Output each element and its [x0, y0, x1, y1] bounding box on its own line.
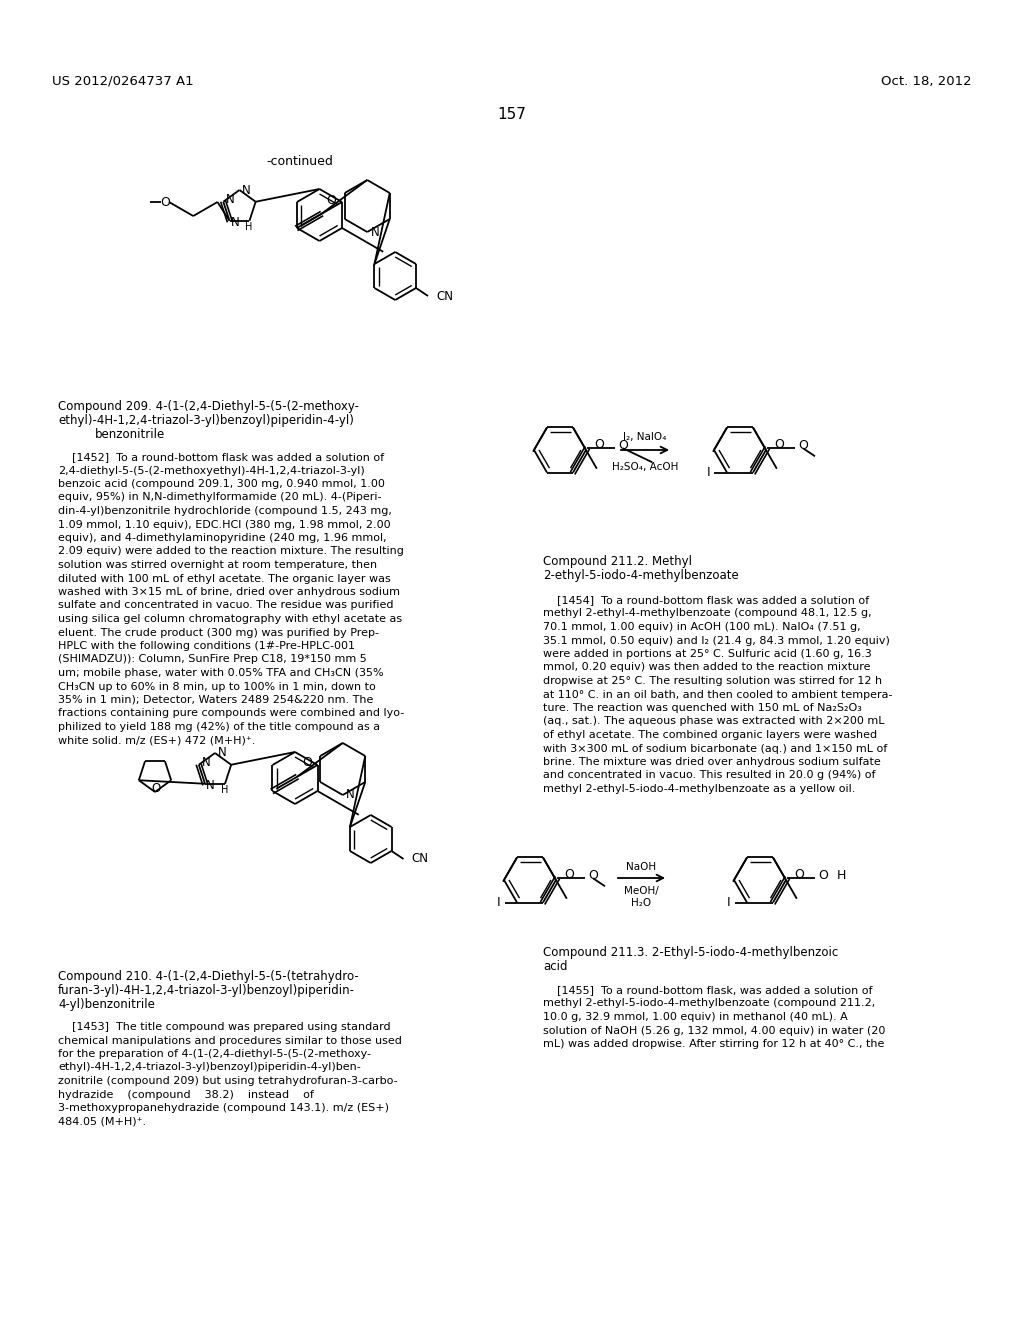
Text: 70.1 mmol, 1.00 equiv) in AcOH (100 mL). NaIO₄ (7.51 g,: 70.1 mmol, 1.00 equiv) in AcOH (100 mL).…	[543, 622, 860, 632]
Text: were added in portions at 25° C. Sulfuric acid (1.60 g, 16.3: were added in portions at 25° C. Sulfuri…	[543, 649, 871, 659]
Text: CN: CN	[412, 853, 428, 866]
Text: washed with 3×15 mL of brine, dried over anhydrous sodium: washed with 3×15 mL of brine, dried over…	[58, 587, 400, 597]
Text: N: N	[371, 226, 380, 239]
Text: NaOH: NaOH	[627, 862, 656, 873]
Text: chemical manipulations and procedures similar to those used: chemical manipulations and procedures si…	[58, 1035, 401, 1045]
Text: O: O	[588, 869, 598, 882]
Text: 35% in 1 min); Detector, Waters 2489 254&220 nm. The: 35% in 1 min); Detector, Waters 2489 254…	[58, 696, 374, 705]
Text: CH₃CN up to 60% in 8 min, up to 100% in 1 min, down to: CH₃CN up to 60% in 8 min, up to 100% in …	[58, 681, 376, 692]
Text: zonitrile (compound 209) but using tetrahydrofuran-3-carbo-: zonitrile (compound 209) but using tetra…	[58, 1076, 397, 1086]
Text: ethyl)-4H-1,2,4-triazol-3-yl)benzoyl)piperidin-4-yl): ethyl)-4H-1,2,4-triazol-3-yl)benzoyl)pip…	[58, 414, 354, 426]
Text: US 2012/0264737 A1: US 2012/0264737 A1	[52, 75, 194, 88]
Text: benzoic acid (compound 209.1, 300 mg, 0.940 mmol, 1.00: benzoic acid (compound 209.1, 300 mg, 0.…	[58, 479, 385, 488]
Text: O: O	[818, 869, 827, 882]
Text: methyl 2-ethyl-4-methylbenzoate (compound 48.1, 12.5 g,: methyl 2-ethyl-4-methylbenzoate (compoun…	[543, 609, 871, 619]
Text: 484.05 (M+H)⁺.: 484.05 (M+H)⁺.	[58, 1117, 146, 1126]
Text: [1454]  To a round-bottom flask was added a solution of: [1454] To a round-bottom flask was added…	[543, 595, 869, 605]
Text: mL) was added dropwise. After stirring for 12 h at 40° C., the: mL) was added dropwise. After stirring f…	[543, 1039, 885, 1049]
Text: ethyl)-4H-1,2,4-triazol-3-yl)benzoyl)piperidin-4-yl)ben-: ethyl)-4H-1,2,4-triazol-3-yl)benzoyl)pip…	[58, 1063, 360, 1072]
Text: I: I	[498, 896, 501, 909]
Text: 2-ethyl-5-iodo-4-methylbenzoate: 2-ethyl-5-iodo-4-methylbenzoate	[543, 569, 738, 582]
Text: equiv), and 4-dimethylaminopyridine (240 mg, 1.96 mmol,: equiv), and 4-dimethylaminopyridine (240…	[58, 533, 387, 543]
Text: Compound 209. 4-(1-(2,4-Diethyl-5-(5-(2-methoxy-: Compound 209. 4-(1-(2,4-Diethyl-5-(5-(2-…	[58, 400, 359, 413]
Text: H: H	[246, 222, 253, 232]
Text: eluent. The crude product (300 mg) was purified by Prep-: eluent. The crude product (300 mg) was p…	[58, 627, 379, 638]
Text: diluted with 100 mL of ethyl acetate. The organic layer was: diluted with 100 mL of ethyl acetate. Th…	[58, 573, 391, 583]
Text: using silica gel column chromatography with ethyl acetate as: using silica gel column chromatography w…	[58, 614, 402, 624]
Text: equiv, 95%) in N,N-dimethylformamide (20 mL). 4-(Piperi-: equiv, 95%) in N,N-dimethylformamide (20…	[58, 492, 382, 503]
Text: O: O	[798, 438, 808, 451]
Text: fractions containing pure compounds were combined and lyo-: fractions containing pure compounds were…	[58, 709, 404, 718]
Text: sulfate and concentrated in vacuo. The residue was purified: sulfate and concentrated in vacuo. The r…	[58, 601, 393, 610]
Text: 157: 157	[498, 107, 526, 121]
Text: N: N	[218, 747, 226, 759]
Text: I₂, NaIO₄: I₂, NaIO₄	[624, 432, 667, 442]
Text: Compound 211.2. Methyl: Compound 211.2. Methyl	[543, 554, 692, 568]
Text: white solid. m/z (ES+) 472 (M+H)⁺.: white solid. m/z (ES+) 472 (M+H)⁺.	[58, 735, 255, 746]
Text: 3-methoxypropanehydrazide (compound 143.1). m/z (ES+): 3-methoxypropanehydrazide (compound 143.…	[58, 1104, 389, 1113]
Text: 2,4-diethyl-5-(5-(2-methoxyethyl)-4H-1,2,4-triazol-3-yl): 2,4-diethyl-5-(5-(2-methoxyethyl)-4H-1,2…	[58, 466, 365, 475]
Text: din-4-yl)benzonitrile hydrochloride (compound 1.5, 243 mg,: din-4-yl)benzonitrile hydrochloride (com…	[58, 506, 392, 516]
Text: [1455]  To a round-bottom flask, was added a solution of: [1455] To a round-bottom flask, was adde…	[543, 985, 872, 995]
Text: I: I	[727, 896, 731, 909]
Text: solution was stirred overnight at room temperature, then: solution was stirred overnight at room t…	[58, 560, 377, 570]
Text: HPLC with the following conditions (1#-Pre-HPLC-001: HPLC with the following conditions (1#-P…	[58, 642, 355, 651]
Text: O: O	[160, 195, 170, 209]
Text: O: O	[594, 438, 604, 450]
Text: at 110° C. in an oil bath, and then cooled to ambient tempera-: at 110° C. in an oil bath, and then cool…	[543, 689, 893, 700]
Text: 2.09 equiv) were added to the reaction mixture. The resulting: 2.09 equiv) were added to the reaction m…	[58, 546, 403, 557]
Text: um; mobile phase, water with 0.05% TFA and CH₃CN (35%: um; mobile phase, water with 0.05% TFA a…	[58, 668, 384, 678]
Text: methyl 2-ethyl-5-iodo-4-methylbenzoate (compound 211.2,: methyl 2-ethyl-5-iodo-4-methylbenzoate (…	[543, 998, 876, 1008]
Text: 35.1 mmol, 0.50 equiv) and I₂ (21.4 g, 84.3 mmol, 1.20 equiv): 35.1 mmol, 0.50 equiv) and I₂ (21.4 g, 8…	[543, 635, 890, 645]
Text: N: N	[346, 788, 355, 801]
Text: [1452]  To a round-bottom flask was added a solution of: [1452] To a round-bottom flask was added…	[58, 451, 384, 462]
Text: CN: CN	[436, 289, 453, 302]
Text: MeOH/: MeOH/	[624, 886, 658, 896]
Text: 4-yl)benzonitrile: 4-yl)benzonitrile	[58, 998, 155, 1011]
Text: O: O	[774, 438, 784, 450]
Text: 1.09 mmol, 1.10 equiv), EDC.HCl (380 mg, 1.98 mmol, 2.00: 1.09 mmol, 1.10 equiv), EDC.HCl (380 mg,…	[58, 520, 390, 529]
Text: (SHIMADZU)): Column, SunFire Prep C18, 19*150 mm 5: (SHIMADZU)): Column, SunFire Prep C18, 1…	[58, 655, 367, 664]
Text: benzonitrile: benzonitrile	[95, 428, 165, 441]
Text: and concentrated in vacuo. This resulted in 20.0 g (94%) of: and concentrated in vacuo. This resulted…	[543, 771, 876, 780]
Text: methyl 2-ethyl-5-iodo-4-methylbenzoate as a yellow oil.: methyl 2-ethyl-5-iodo-4-methylbenzoate a…	[543, 784, 855, 795]
Text: dropwise at 25° C. The resulting solution was stirred for 12 h: dropwise at 25° C. The resulting solutio…	[543, 676, 882, 686]
Text: O: O	[152, 781, 161, 795]
Text: H: H	[221, 785, 228, 795]
Text: ture. The reaction was quenched with 150 mL of Na₂S₂O₃: ture. The reaction was quenched with 150…	[543, 704, 862, 713]
Text: O: O	[564, 867, 573, 880]
Text: Compound 210. 4-(1-(2,4-Diethyl-5-(5-(tetrahydro-: Compound 210. 4-(1-(2,4-Diethyl-5-(5-(te…	[58, 970, 358, 983]
Text: acid: acid	[543, 960, 567, 973]
Text: of ethyl acetate. The combined organic layers were washed: of ethyl acetate. The combined organic l…	[543, 730, 878, 741]
Text: -continued: -continued	[266, 154, 334, 168]
Text: N: N	[202, 756, 210, 770]
Text: I: I	[708, 466, 711, 479]
Text: H₂SO₄, AcOH: H₂SO₄, AcOH	[611, 462, 678, 473]
Text: N: N	[226, 193, 234, 206]
Text: hydrazide    (compound    38.2)    instead    of: hydrazide (compound 38.2) instead of	[58, 1089, 314, 1100]
Text: for the preparation of 4-(1-(2,4-diethyl-5-(5-(2-methoxy-: for the preparation of 4-(1-(2,4-diethyl…	[58, 1049, 371, 1059]
Text: Compound 211.3. 2-Ethyl-5-iodo-4-methylbenzoic: Compound 211.3. 2-Ethyl-5-iodo-4-methylb…	[543, 946, 839, 960]
Text: N: N	[242, 183, 251, 197]
Text: mmol, 0.20 equiv) was then added to the reaction mixture: mmol, 0.20 equiv) was then added to the …	[543, 663, 870, 672]
Text: H₂O: H₂O	[632, 898, 651, 908]
Text: O: O	[794, 867, 804, 880]
Text: O: O	[618, 438, 628, 451]
Text: N: N	[206, 779, 215, 792]
Text: furan-3-yl)-4H-1,2,4-triazol-3-yl)benzoyl)piperidin-: furan-3-yl)-4H-1,2,4-triazol-3-yl)benzoy…	[58, 983, 355, 997]
Text: (aq., sat.). The aqueous phase was extracted with 2×200 mL: (aq., sat.). The aqueous phase was extra…	[543, 717, 885, 726]
Text: O: O	[327, 194, 336, 206]
Text: solution of NaOH (5.26 g, 132 mmol, 4.00 equiv) in water (20: solution of NaOH (5.26 g, 132 mmol, 4.00…	[543, 1026, 886, 1035]
Text: O: O	[302, 756, 311, 770]
Text: philized to yield 188 mg (42%) of the title compound as a: philized to yield 188 mg (42%) of the ti…	[58, 722, 380, 733]
Text: [1453]  The title compound was prepared using standard: [1453] The title compound was prepared u…	[58, 1022, 390, 1032]
Text: H: H	[837, 869, 847, 882]
Text: Oct. 18, 2012: Oct. 18, 2012	[882, 75, 972, 88]
Text: N: N	[230, 216, 240, 230]
Text: brine. The mixture was dried over anhydrous sodium sulfate: brine. The mixture was dried over anhydr…	[543, 756, 881, 767]
Text: with 3×300 mL of sodium bicarbonate (aq.) and 1×150 mL of: with 3×300 mL of sodium bicarbonate (aq.…	[543, 743, 887, 754]
Text: 10.0 g, 32.9 mmol, 1.00 equiv) in methanol (40 mL). A: 10.0 g, 32.9 mmol, 1.00 equiv) in methan…	[543, 1012, 848, 1022]
